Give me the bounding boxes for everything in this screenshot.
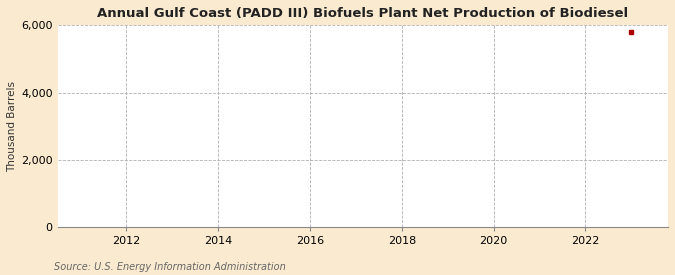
Text: Source: U.S. Energy Information Administration: Source: U.S. Energy Information Administ… <box>54 262 286 272</box>
Y-axis label: Thousand Barrels: Thousand Barrels <box>7 81 17 172</box>
Title: Annual Gulf Coast (PADD III) Biofuels Plant Net Production of Biodiesel: Annual Gulf Coast (PADD III) Biofuels Pl… <box>97 7 628 20</box>
